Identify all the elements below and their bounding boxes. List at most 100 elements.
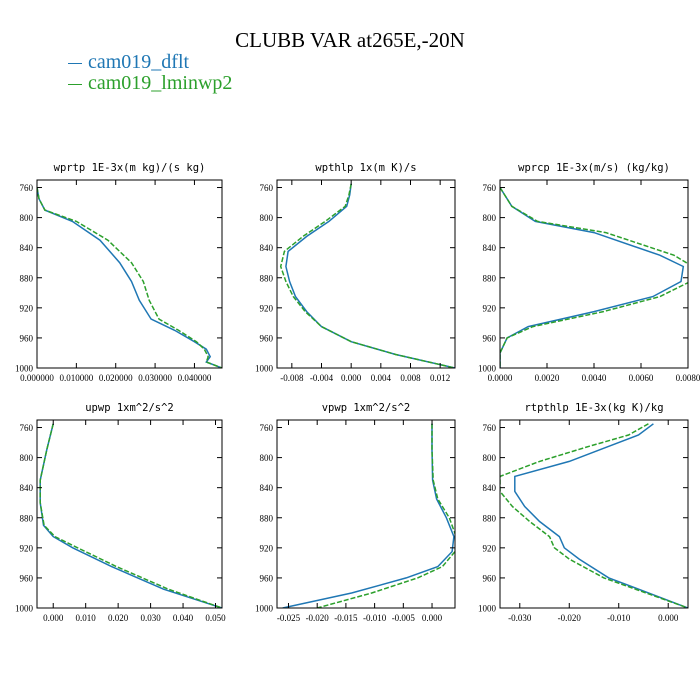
y-tick-label: 880	[20, 513, 34, 523]
y-tick-label: 840	[483, 243, 497, 253]
x-tick-label: 0.0020	[535, 373, 560, 383]
x-tick-label: -0.020	[306, 613, 330, 623]
x-tick-label: 0.000	[43, 613, 64, 623]
x-tick-label: 0.000000	[20, 373, 54, 383]
y-tick-label: 1000	[478, 604, 497, 614]
series-line-1	[500, 423, 688, 608]
y-tick-label: 880	[483, 273, 497, 283]
plot-frame	[36, 419, 223, 609]
y-tick-label: 800	[483, 453, 497, 463]
y-tick-label: 840	[20, 483, 34, 493]
y-tick-label: 760	[20, 423, 34, 433]
y-tick-label: 960	[483, 333, 497, 343]
y-tick-label: 920	[260, 543, 274, 553]
y-tick-label: 840	[260, 483, 274, 493]
y-tick-label: 800	[483, 213, 497, 223]
y-tick-label: 880	[260, 513, 274, 523]
x-tick-label: 0.040000	[178, 373, 212, 383]
x-tick-label: 0.000	[422, 613, 443, 623]
legend-label: cam019_dflt	[88, 51, 190, 73]
x-tick-label: -0.030	[508, 613, 532, 623]
y-tick-label: 800	[20, 453, 34, 463]
series-line-1	[39, 423, 222, 608]
legend-label: cam019_lminwp2	[88, 72, 233, 94]
x-tick-label: 0.004	[371, 373, 392, 383]
y-tick-label: 960	[260, 573, 274, 583]
panel-title: wpthlp 1x(m K)/s	[315, 162, 416, 174]
y-tick-label: 920	[20, 543, 34, 553]
y-tick-label: 800	[260, 453, 274, 463]
x-tick-label: -0.025	[277, 613, 301, 623]
series-line-0	[282, 423, 455, 608]
series-line-0	[514, 423, 688, 608]
legend-entry-dflt: cam019_dflt	[68, 51, 189, 73]
panel-title: rtpthlp 1E-3x(kg K)/kg	[524, 402, 663, 414]
y-tick-label: 760	[20, 183, 34, 193]
y-tick-label: 1000	[255, 604, 274, 614]
y-tick-label: 760	[483, 423, 497, 433]
y-tick-label: 760	[260, 423, 274, 433]
panel-title: wprcp 1E-3x(m/s) (kg/kg)	[518, 162, 670, 174]
plot-frame	[276, 179, 456, 369]
chart-panel-0: wprtp 1E-3x(m kg)/(s kg) 0.000000 0.010000…	[15, 162, 223, 383]
x-tick-label: 0.000	[658, 613, 679, 623]
y-tick-label: 840	[483, 483, 497, 493]
x-tick-label: 0.008	[400, 373, 421, 383]
chart-panel-2: wprcp 1E-3x(m/s) (kg/kg) 0.0000 0.0020 0.00…	[478, 162, 700, 383]
legend-line-swatch	[68, 62, 82, 64]
plot-frame	[499, 419, 689, 609]
plot-frame	[36, 179, 223, 369]
x-tick-label: -0.005	[392, 613, 416, 623]
x-tick-label: 0.0000	[488, 373, 513, 383]
series-line-0	[37, 187, 222, 368]
x-tick-label: 0.012	[430, 373, 450, 383]
y-tick-label: 880	[260, 273, 274, 283]
x-tick-label: -0.008	[280, 373, 304, 383]
legend-line-swatch	[68, 83, 82, 85]
y-tick-label: 920	[483, 303, 497, 313]
y-tick-label: 1000	[255, 364, 274, 374]
chart-panel-5: rtpthlp 1E-3x(kg K)/kg -0.030 -0.020 -0.010…	[478, 402, 689, 623]
series-line-1	[279, 183, 455, 368]
x-tick-label: 0.050	[205, 613, 226, 623]
y-tick-label: 760	[260, 183, 274, 193]
figure-title: CLUBB VAR at265E,-20N	[235, 28, 465, 52]
x-tick-label: -0.015	[334, 613, 358, 623]
x-tick-label: -0.004	[310, 373, 334, 383]
x-tick-label: 0.0060	[629, 373, 654, 383]
chart-panel-3: upwp 1xm^2/s^2 0.000 0.010 0.020 0.030 0.040 0…	[15, 402, 226, 623]
plot-frame	[276, 419, 456, 609]
y-tick-label: 800	[260, 213, 274, 223]
x-tick-label: 0.000	[341, 373, 362, 383]
x-tick-label: 0.020	[108, 613, 129, 623]
y-tick-label: 920	[20, 303, 34, 313]
y-tick-label: 840	[260, 243, 274, 253]
series-line-0	[285, 183, 455, 368]
x-tick-label: -0.010	[607, 613, 631, 623]
chart-panel-4: vpwp 1xm^2/s^2 -0.025 -0.020 -0.015 -0.010 -0…	[255, 402, 456, 623]
x-tick-label: 0.030000	[138, 373, 172, 383]
y-tick-label: 960	[20, 333, 34, 343]
series-line-1	[37, 187, 222, 368]
x-tick-label: 0.020000	[99, 373, 133, 383]
y-tick-label: 1000	[15, 364, 34, 374]
plot-frame	[499, 179, 689, 369]
panel-title: upwp 1xm^2/s^2	[85, 402, 174, 414]
series-line-1	[500, 187, 688, 368]
chart-panel-1: wpthlp 1x(m K)/s -0.008 -0.004 0.000 0.004 0.…	[255, 162, 456, 383]
y-tick-label: 880	[483, 513, 497, 523]
x-tick-label: 0.0040	[582, 373, 607, 383]
panel-title: vpwp 1xm^2/s^2	[322, 402, 411, 414]
y-tick-label: 920	[260, 303, 274, 313]
y-tick-label: 880	[20, 273, 34, 283]
x-tick-label: 0.040	[173, 613, 194, 623]
y-tick-label: 800	[20, 213, 34, 223]
y-tick-label: 960	[20, 573, 34, 583]
y-tick-label: 840	[20, 243, 34, 253]
y-tick-label: 920	[483, 543, 497, 553]
series-line-1	[317, 423, 455, 608]
x-tick-label: 0.030	[140, 613, 161, 623]
x-tick-label: -0.020	[558, 613, 582, 623]
series-line-0	[500, 187, 685, 368]
